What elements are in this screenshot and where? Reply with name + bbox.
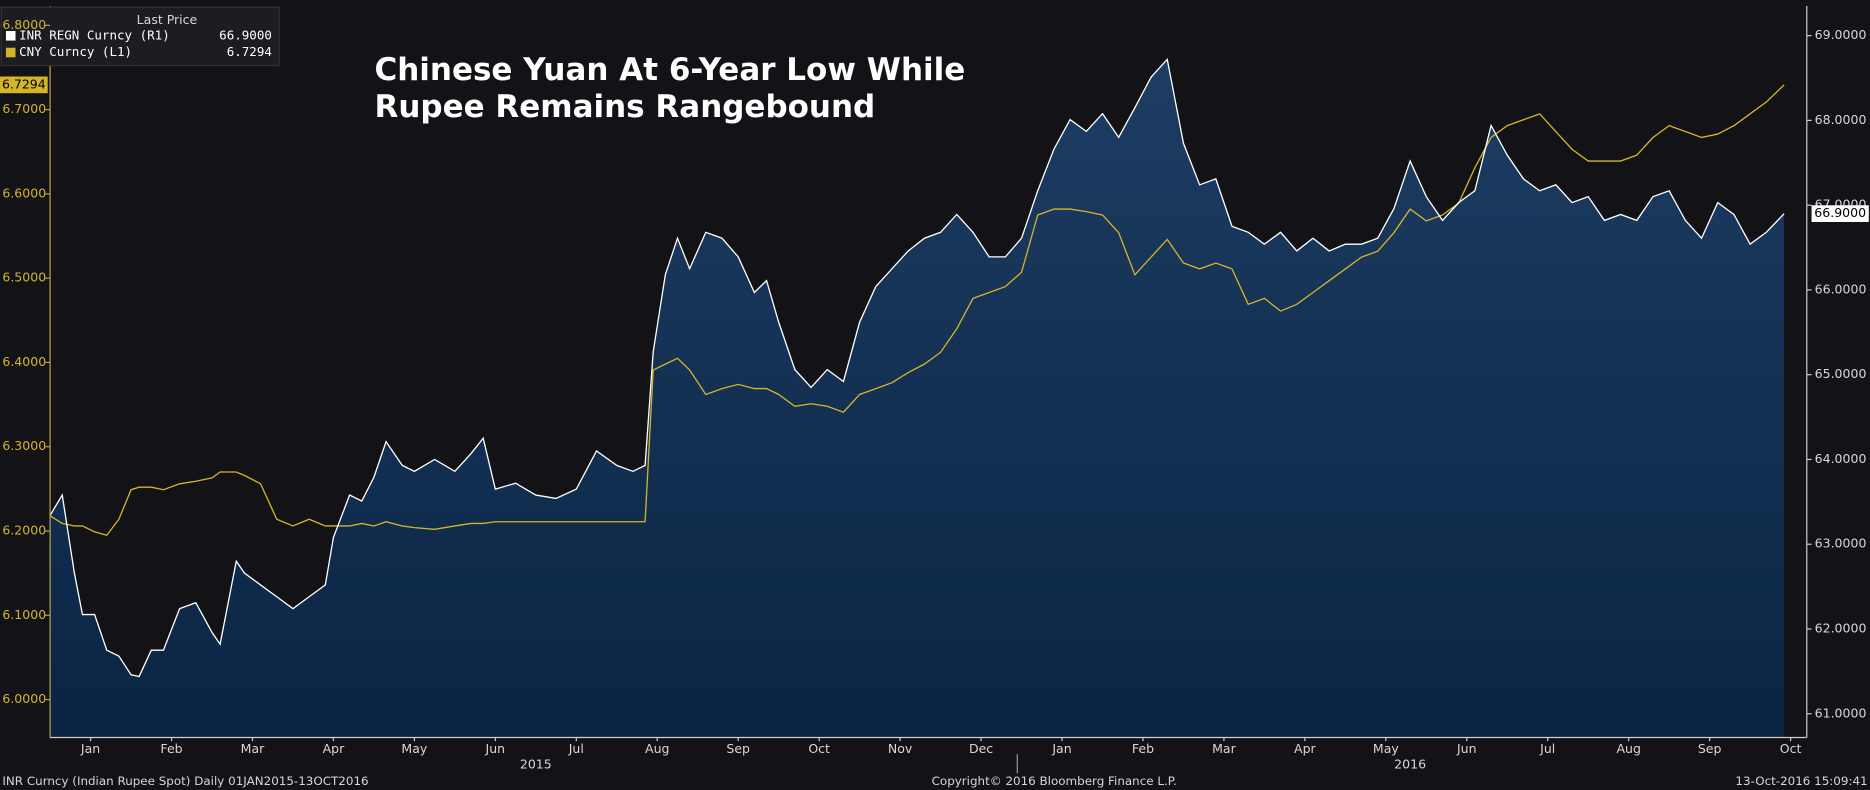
y-tick-label: 6.6000 [2, 185, 46, 200]
y2-tick-label: 65.0000 [1815, 366, 1867, 381]
x-tick-label: Oct [1780, 741, 1802, 756]
y2-tick-label: 63.0000 [1815, 536, 1867, 551]
x-year-label: 2015 [520, 756, 552, 771]
x-tick-label: Jul [568, 741, 584, 756]
y-tick-label: 6.5000 [2, 270, 46, 285]
y-tick-label: 6.4000 [2, 354, 46, 369]
chart-title: Chinese Yuan At 6-Year Low While [374, 52, 965, 88]
y-tick-label: 6.2000 [2, 523, 46, 538]
x-tick-label: Oct [808, 741, 830, 756]
y2-tick-label: 61.0000 [1815, 705, 1867, 720]
x-tick-label: Aug [645, 741, 669, 756]
x-tick-label: Jul [1539, 741, 1555, 756]
legend-box [0, 6, 280, 67]
legend-value: 6.7294 [227, 44, 272, 59]
x-tick-label: Apr [323, 741, 345, 756]
legend-title: Last Price [137, 12, 198, 27]
x-tick-label: Sep [1698, 741, 1722, 756]
last-value-label: 66.9000 [1814, 205, 1866, 220]
footer-center: Copyright© 2016 Bloomberg Finance L.P. [932, 774, 1177, 788]
legend-label: INR REGN Curncy (R1) [19, 27, 170, 42]
x-tick-label: Jun [1456, 741, 1477, 756]
x-tick-label: Sep [726, 741, 750, 756]
y-tick-label: 6.0000 [2, 691, 46, 706]
y2-tick-label: 62.0000 [1815, 620, 1867, 635]
x-tick-label: Feb [160, 741, 182, 756]
x-tick-label: Feb [1132, 741, 1154, 756]
x-tick-label: May [401, 741, 427, 756]
chart-title: Rupee Remains Rangebound [374, 89, 875, 125]
x-tick-label: May [1373, 741, 1399, 756]
legend: Last Price [0, 6, 280, 67]
last-value-tag [0, 76, 48, 94]
legend-swatch [5, 47, 16, 58]
x-tick-label: Jun [485, 741, 506, 756]
footer-right: 13-Oct-2016 15:09:41 [1735, 774, 1867, 788]
area [50, 59, 1785, 738]
y-tick-label: 6.3000 [2, 438, 46, 453]
x-tick-label: Apr [1294, 741, 1316, 756]
y-tick-label: 6.1000 [2, 607, 46, 622]
line [49, 57, 1785, 678]
x-year-label: 2016 [1394, 756, 1426, 771]
x-tick-label: Mar [1212, 741, 1236, 756]
legend-label: CNY Curncy (L1) [19, 44, 132, 59]
legend-swatch [5, 31, 16, 41]
y-tick-label: 6.7000 [2, 101, 46, 116]
x-tick-label: Jan [1051, 741, 1071, 756]
x-tick-label: Aug [1616, 741, 1640, 756]
y2-tick-label: 69.0000 [1815, 27, 1867, 42]
y2-tick-label: 64.0000 [1815, 451, 1867, 466]
x-tick-label: Mar [241, 741, 265, 756]
x-tick-label: Dec [969, 741, 993, 756]
plot-area [49, 57, 1785, 738]
y2-tick-label: 68.0000 [1815, 112, 1867, 127]
last-value-tag [1811, 205, 1869, 222]
footer-left: INR Curncy (Indian Rupee Spot) Daily 01J… [2, 774, 368, 788]
x-tick-label: Jan [80, 741, 100, 756]
y-tick-label: 6.8000 [2, 17, 46, 32]
last-value-label: 6.7294 [2, 76, 46, 91]
y2-tick-label: 66.0000 [1815, 281, 1867, 296]
line [49, 84, 1785, 536]
legend-value: 66.9000 [219, 27, 272, 42]
x-tick-label: Nov [888, 741, 913, 756]
